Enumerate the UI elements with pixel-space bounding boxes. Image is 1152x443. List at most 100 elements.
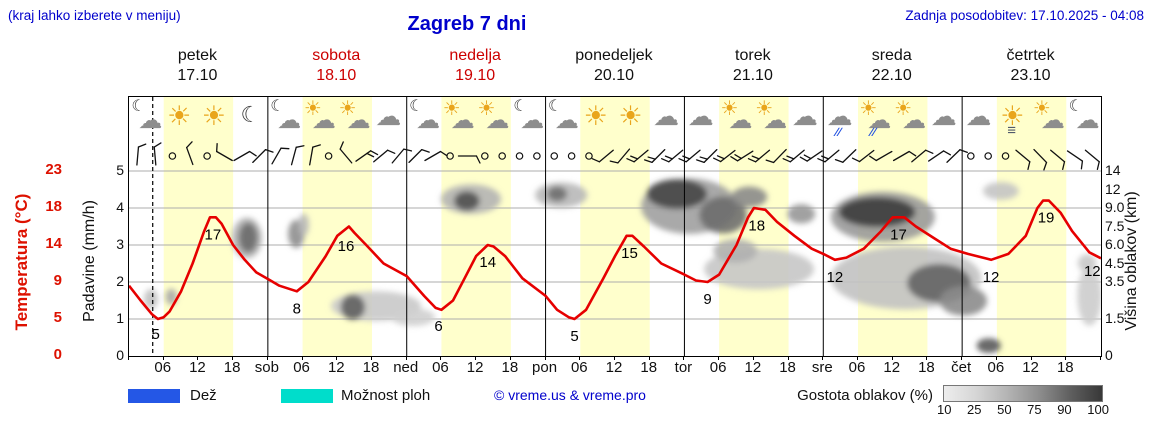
density-scale-value: 100 — [1087, 402, 1109, 417]
rain-legend-swatch — [128, 389, 180, 403]
cloud-icon: ☁ — [791, 101, 818, 131]
moon-cloud-icon: ☾ ☁ — [270, 98, 302, 134]
wind-barb-icon — [730, 150, 754, 162]
cloud-icon: ☁ — [965, 101, 992, 131]
temperature-tick-18: 18 — [45, 198, 62, 215]
rain-cloud-icon: ☁ ∕∕ — [826, 101, 853, 139]
x-axis-tick — [336, 356, 338, 360]
wind-barb-icon — [309, 144, 321, 166]
day-date: 20.10 — [593, 67, 634, 84]
x-label-hour: 06 — [293, 359, 310, 376]
temperature-value-label: 8 — [293, 300, 301, 317]
cloud-density-scale-values: 10 25 50 75 90 100 — [937, 402, 1109, 417]
moon-cloud-icon: ☾ ☁ — [409, 98, 441, 134]
showers-legend-swatch — [281, 389, 333, 403]
cloud-height-tick-3.5: 3.5 — [1105, 273, 1125, 289]
density-scale-value: 75 — [1027, 402, 1042, 417]
wind-barb-icon — [626, 149, 649, 163]
wind-barb-icon — [661, 149, 684, 163]
wind-barb-icon — [851, 149, 875, 163]
sun-icon: ☀ — [201, 101, 226, 131]
moon-cloud-icon: ☾ ☁ — [1068, 98, 1100, 134]
temperature-tick-5: 5 — [53, 309, 62, 326]
page-title: Zagreb 7 dni — [407, 13, 527, 35]
wind-barb-icon — [713, 149, 736, 163]
calm-wind-icon — [446, 152, 454, 160]
x-label-day-pon: pon — [532, 359, 558, 376]
day-name: nedelja — [449, 47, 501, 64]
cloud-cover-shading — [144, 178, 1101, 354]
fog-sun-icon: ☀ ≡ — [1000, 101, 1025, 139]
cloud-height-tick-7.5: 7.5 — [1105, 217, 1125, 234]
day-date: 18.10 — [316, 67, 357, 84]
wind-barb-icon — [591, 149, 614, 163]
x-label-day-ned: ned — [393, 359, 419, 376]
wind-barb-row — [136, 141, 1100, 171]
cloud-height-tick-4.5: 4.5 — [1105, 254, 1125, 271]
partly-sun-icon: ☀ ☁ — [477, 98, 510, 134]
calm-wind-icon — [550, 152, 559, 160]
partly-sun-icon: ☀ ☁ — [894, 98, 927, 134]
wind-barb-icon — [747, 149, 771, 163]
cloud-height-tick-0: 0 — [1105, 347, 1113, 363]
temperature-axis-label: Temperatura (°C) — [12, 193, 31, 331]
partly-sun-icon: ☀ ☁ — [442, 98, 475, 134]
wind-barb-icon — [457, 155, 481, 164]
temperature-value-label: 14 — [479, 254, 496, 271]
cloud-height-tick-12: 12 — [1105, 180, 1121, 197]
calm-wind-icon — [203, 152, 211, 160]
partly-sun-icon: ☀ ☁ — [1032, 98, 1065, 134]
x-axis-tick — [822, 356, 824, 360]
x-axis-tick — [128, 356, 129, 360]
partly-sun-icon: ☀ ☁ — [303, 98, 336, 134]
cloud-density-scale-bar — [943, 385, 1103, 402]
copyright-link[interactable]: © vreme.us & vreme.pro — [494, 387, 646, 403]
wind-barb-icon — [373, 149, 396, 163]
calm-wind-icon — [168, 152, 177, 160]
moon-icon: ☾ — [240, 102, 261, 127]
day-date: 17.10 — [177, 67, 218, 84]
x-label-day-sob: sob — [254, 359, 279, 376]
sun-icon: ☀ — [618, 101, 643, 131]
temperature-curve — [129, 199, 1101, 321]
wind-barb-icon — [765, 148, 787, 164]
wind-barb-icon — [643, 148, 666, 164]
wind-barb-icon — [869, 150, 893, 162]
x-axis-tick — [232, 356, 234, 360]
showers-legend-label: Možnost ploh — [341, 387, 431, 404]
x-axis-tick — [683, 356, 685, 360]
x-label-hour: 06 — [154, 359, 172, 376]
plot-area: 5 17 8 16 6 14 5 15 9 18 12 17 12 19 12 ☾ ☁ ☀ ☀ ☾ ☾ ☁ ☀ ☁ ☀ ☁ ☁ ☾ ☁… — [128, 96, 1102, 357]
x-axis-tick — [752, 356, 754, 360]
day-header-četrtek: četrtek 23.10 — [961, 46, 1100, 86]
wind-barb-icon — [233, 150, 257, 162]
x-label-hour: 18 — [1056, 359, 1074, 376]
location-hint: (kraj lahko izberete v meniju) — [8, 8, 181, 23]
sun-icon: ☀ — [167, 101, 192, 131]
calm-wind-icon — [498, 152, 506, 160]
x-label-hour: 06 — [987, 359, 1005, 376]
temperature-value-label: 5 — [151, 326, 159, 343]
wind-barb-icon — [927, 150, 952, 162]
x-label-hour: 18 — [362, 359, 380, 376]
cloud-height-tick-14: 14 — [1105, 162, 1121, 178]
day-header-sreda: sreda 22.10 — [822, 46, 961, 86]
x-label-hour: 06 — [709, 359, 727, 376]
wind-barb-icon — [153, 142, 162, 166]
x-axis-tick — [475, 356, 477, 360]
calm-wind-icon — [984, 152, 992, 160]
day-header-petek: petek 17.10 — [128, 46, 267, 86]
cloud-icon: ☁ — [687, 101, 714, 131]
wind-barb-icon — [355, 150, 379, 162]
partly-sun-icon: ☀ ☁ — [338, 98, 371, 134]
temperature-value-label: 19 — [1038, 210, 1055, 227]
day-header-nedelja: nedelja 19.10 — [406, 46, 545, 86]
temperature-value-label: 15 — [621, 245, 638, 262]
x-axis-tick — [718, 356, 720, 360]
temperature-value-label: 9 — [703, 291, 711, 308]
partly-sun-icon: ☀ ☁ — [720, 98, 753, 134]
x-axis-tick — [579, 356, 581, 360]
cloud-icon: ☁ — [375, 101, 402, 131]
x-axis-tick — [787, 356, 789, 360]
x-axis-tick — [648, 356, 650, 360]
